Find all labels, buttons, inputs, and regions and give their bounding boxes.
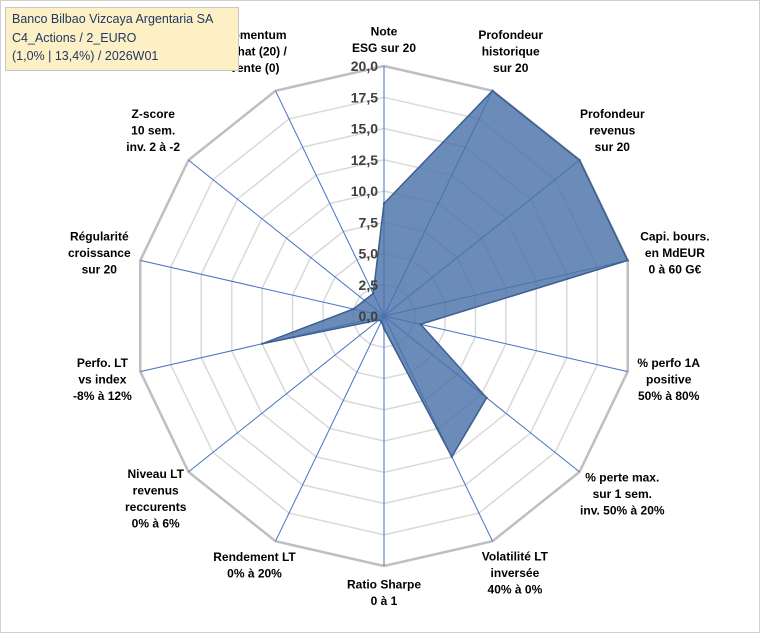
- data-point-4: [419, 323, 422, 326]
- axis-label-7: Ratio Sharpe 0 à 1: [347, 578, 421, 609]
- chart-title-company: Banco Bilbao Vizcaya Argentaria SA: [12, 12, 214, 26]
- axis-label-line: Profondeur: [580, 107, 645, 121]
- axis-label-line: inv. 50% à 20%: [580, 503, 665, 517]
- axis-label-line: sur 20: [82, 262, 118, 276]
- axis-spoke-12: [188, 159, 385, 317]
- axis-labels: Note ESG sur 20 Profondeur historique sur 20…: [68, 25, 710, 609]
- axis-spoke-13: [275, 90, 385, 317]
- axis-label-9: Niveau LT revenus reccurents 0% à 6%: [125, 467, 187, 531]
- axis-label-1: Profondeur historique sur 20: [478, 28, 543, 75]
- data-point-2: [578, 158, 581, 162]
- data-point-6: [450, 455, 453, 458]
- axis-label-line: Profondeur: [478, 28, 543, 42]
- axis-label-line: Régularité: [70, 229, 129, 243]
- chart-title-period: (1,0% | 13,4%) / 2026W01: [12, 49, 159, 63]
- tick-label-5: 12,5: [351, 152, 378, 168]
- axis-label-6: Volatilité LT inversée 40% à 0%: [482, 549, 549, 596]
- axis-label-line: -8% à 12%: [73, 389, 132, 403]
- radial-tick-labels: 0,0 2,5 5,0 7,5 10,0 12,5 15,0 17,5 20,0: [351, 58, 378, 324]
- axis-label-line: Capi. bours.: [640, 229, 709, 243]
- axis-spoke-4: [383, 315, 628, 373]
- axis-label-line: reccurents: [125, 500, 187, 514]
- tick-label-7: 17,5: [351, 89, 378, 105]
- data-point-5: [485, 396, 488, 399]
- axis-label-line: historique: [482, 45, 540, 59]
- data-point-0: [382, 202, 386, 205]
- data-point-3: [626, 259, 629, 262]
- data-point-13: [372, 292, 375, 295]
- axis-label-0: Note ESG sur 20: [352, 25, 416, 56]
- series-area: [261, 89, 629, 459]
- chart-title-box: Banco Bilbao Vizcaya Argentaria SA C4_Ac…: [5, 7, 239, 71]
- data-point-7: [382, 327, 386, 330]
- tick-label-4: 10,0: [351, 183, 378, 199]
- tick-label-0: 0,0: [359, 308, 379, 324]
- axis-label-line: en MdEUR: [645, 246, 705, 260]
- axis-spoke-9: [188, 315, 385, 473]
- tick-label-1: 2,5: [359, 277, 379, 293]
- axis-label-2: Profondeur revenus sur 20: [580, 107, 645, 154]
- axis-label-line: Niveau LT: [127, 467, 184, 481]
- axis-label-line: sur 1 sem.: [593, 487, 652, 501]
- axis-label-line: % perfo 1A: [637, 356, 700, 370]
- axis-label-line: 0% à 20%: [227, 567, 282, 581]
- chart-title-portfolio: C4_Actions / 2_EURO: [12, 30, 137, 45]
- axis-label-line: Z-score: [132, 107, 176, 121]
- axis-label-12: Z-score 10 sem. inv. 2 à -2: [126, 107, 180, 154]
- axis-label-line: Perfo. LT: [77, 356, 129, 370]
- axis-label-4: % perfo 1A positive 50% à 80%: [637, 356, 700, 403]
- axis-label-3: Capi. bours. en MdEUR 0 à 60 G€: [640, 229, 709, 276]
- axis-label-line: inv. 2 à -2: [126, 140, 180, 154]
- data-point-9: [377, 318, 381, 322]
- axis-label-line: ESG sur 20: [352, 41, 416, 55]
- data-point-8: [380, 320, 383, 323]
- data-point-12: [363, 299, 366, 302]
- axis-label-line: 50% à 80%: [638, 389, 700, 403]
- tick-label-8: 20,0: [351, 58, 378, 74]
- axis-label-line: 0 à 1: [371, 594, 398, 608]
- axis-label-line: Ratio Sharpe: [347, 578, 421, 592]
- axis-spoke-11: [140, 259, 385, 317]
- axis-label-5: % perte max. sur 1 sem. inv. 50% à 20%: [580, 470, 665, 517]
- axis-label-line: vs index: [78, 373, 126, 387]
- axis-label-line: sur 20: [595, 140, 631, 154]
- axis-label-line: sur 20: [493, 61, 529, 75]
- data-point-11: [352, 307, 355, 311]
- axis-label-line: Note: [371, 25, 398, 39]
- axis-label-line: revenus: [589, 124, 635, 138]
- tick-label-6: 15,0: [351, 121, 378, 137]
- axis-label-line: Vente (0): [229, 61, 279, 75]
- axis-label-11: Régularité croissance sur 20: [68, 229, 131, 276]
- axis-spoke-8: [275, 315, 385, 542]
- axis-label-line: croissance: [68, 246, 131, 260]
- axis-label-line: revenus: [133, 484, 179, 498]
- axis-label-line: 40% à 0%: [488, 582, 543, 596]
- axis-label-line: inversée: [491, 566, 540, 580]
- radar-series: [260, 89, 629, 459]
- axis-label-line: % perte max.: [585, 470, 659, 484]
- data-point-1: [491, 89, 494, 93]
- axis-label-line: Volatilité LT: [482, 549, 549, 563]
- axis-label-line: 0% à 6%: [132, 517, 180, 531]
- data-point-10: [260, 342, 264, 345]
- axis-label-line: Rendement LT: [213, 550, 296, 564]
- axis-label-10: Perfo. LT vs index -8% à 12%: [73, 356, 132, 403]
- tick-label-2: 5,0: [359, 246, 379, 262]
- axis-label-line: 0 à 60 G€: [649, 262, 702, 276]
- axis-label-line: positive: [646, 373, 692, 387]
- tick-label-3: 7,5: [359, 214, 379, 230]
- axis-label-line: 10 sem.: [131, 124, 175, 138]
- axis-label-8: Rendement LT 0% à 20%: [213, 550, 296, 581]
